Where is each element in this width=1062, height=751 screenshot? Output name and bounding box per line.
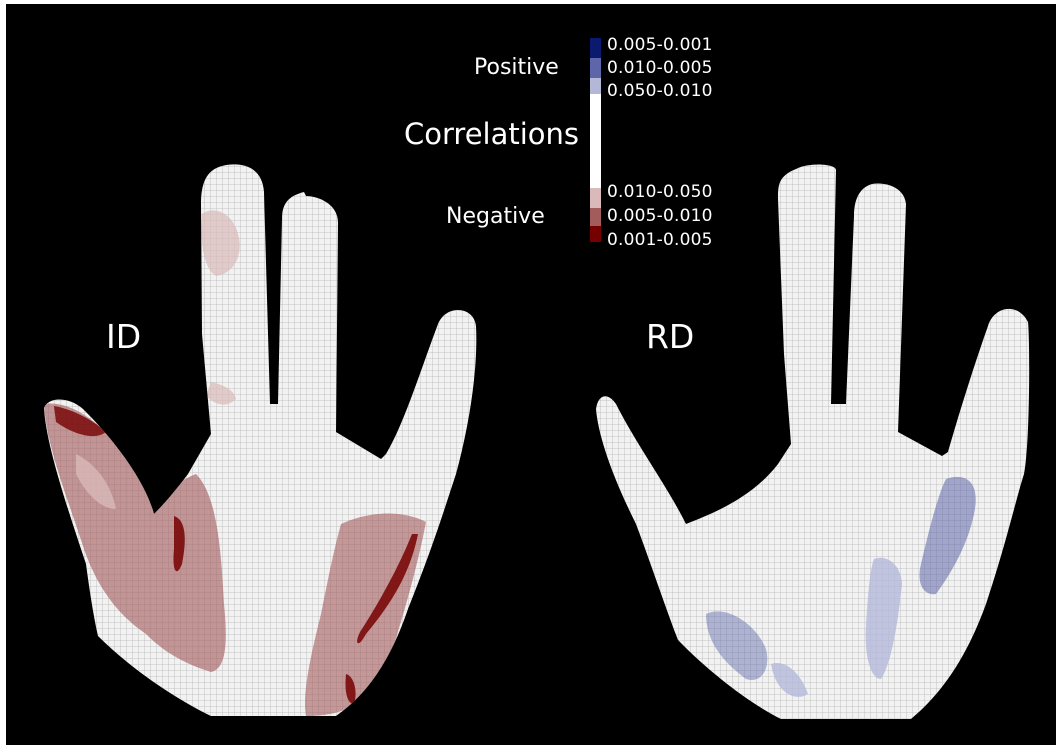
legend-positive-label: Positive xyxy=(474,55,559,80)
legend-swatch-negative-3 xyxy=(590,226,601,242)
left-hand-id xyxy=(44,164,477,716)
left-thumb-tip-dark xyxy=(54,406,106,437)
hands-diagram xyxy=(44,38,1030,719)
legend-swatch-neutral xyxy=(590,94,601,188)
legend-negative-label: Negative xyxy=(446,204,545,229)
legend-color-bar xyxy=(590,38,601,242)
legend-range-negative-2: 0.005-0.010 xyxy=(607,206,713,226)
right-thenar-region xyxy=(706,611,768,680)
legend-swatch-positive-1 xyxy=(590,38,601,58)
right-palm-ulnar-region xyxy=(919,476,976,595)
left-hand-label: ID xyxy=(106,317,142,356)
legend-range-negative-1: 0.010-0.050 xyxy=(607,182,713,202)
right-hand-correlation-regions xyxy=(706,199,976,697)
left-index-finger-tip-region xyxy=(201,210,240,276)
right-index-finger-tip-region xyxy=(750,199,774,227)
legend-swatch-negative-1 xyxy=(590,188,601,208)
left-palm-ulnar-dark-streak xyxy=(357,534,418,644)
legend-range-positive-3: 0.050-0.010 xyxy=(607,81,713,101)
left-palm-ulnar-dark-base xyxy=(345,674,356,704)
left-thumb-base-dark xyxy=(173,516,185,572)
left-thumb-light-patch xyxy=(76,454,116,509)
right-hand-rd xyxy=(596,164,1030,719)
legend-swatch-positive-3 xyxy=(590,78,601,94)
legend-range-negative-3: 0.001-0.005 xyxy=(607,230,713,250)
legend-swatch-negative-2 xyxy=(590,208,601,226)
figure-canvas: ID RD Positive Correlations Negative 0.0… xyxy=(6,4,1056,745)
left-palm-ulnar-region xyxy=(305,513,426,716)
legend-title: Correlations xyxy=(404,117,580,151)
left-hand-correlation-regions xyxy=(44,210,426,716)
legend-range-positive-1: 0.005-0.001 xyxy=(607,35,713,55)
left-index-finger-mid-region xyxy=(206,382,236,405)
right-hand-label: RD xyxy=(646,317,695,356)
right-palm-center-region xyxy=(865,557,902,679)
right-thenar-lower-region xyxy=(771,663,808,697)
legend-swatch-positive-2 xyxy=(590,58,601,78)
legend-range-positive-2: 0.010-0.005 xyxy=(607,58,713,78)
